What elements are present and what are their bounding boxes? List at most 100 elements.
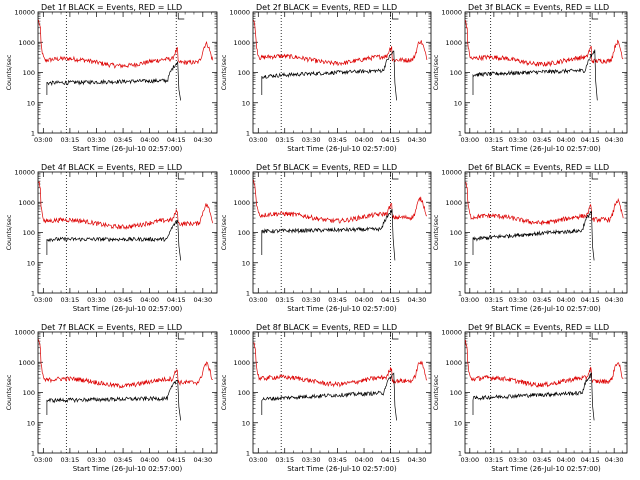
marker-bracket <box>177 173 185 180</box>
y-axis-label: Counts/sec <box>432 374 440 410</box>
marker-bracket <box>591 173 599 180</box>
panel-title: Det 6f BLACK = Events, RED = LLD <box>468 163 609 172</box>
y-tick-label: 10 <box>242 419 250 427</box>
series-black-events <box>46 380 182 421</box>
series-black-events <box>46 60 182 101</box>
x-tick-label: 03:30 <box>87 456 106 464</box>
x-tick-label: 03:45 <box>328 136 347 144</box>
y-axis-label: Counts/sec <box>5 374 13 410</box>
x-tick-label: 03:00 <box>249 136 268 144</box>
series-red-lld <box>38 180 214 230</box>
x-tick-label: 03:15 <box>485 456 504 464</box>
x-tick-label: 03:45 <box>533 296 552 304</box>
y-tick-label: 10000 <box>441 9 462 17</box>
x-tick-label: 04:15 <box>581 456 600 464</box>
y-tick-label: 1000 <box>18 39 35 47</box>
y-tick-label: 10 <box>27 419 35 427</box>
x-tick-label: 04:30 <box>193 456 212 464</box>
plot-panel-1: Det 1f BLACK = Events, RED = LLD Counts/s… <box>5 3 218 153</box>
x-tick-label: 03:45 <box>114 456 133 464</box>
y-tick-label: 10000 <box>14 9 35 17</box>
x-tick-label: 04:15 <box>167 456 186 464</box>
marker-bracket <box>392 173 399 180</box>
y-tick-label: 10000 <box>229 329 250 337</box>
x-tick-label: 03:00 <box>34 296 53 304</box>
y-tick-label: 1000 <box>233 39 250 47</box>
x-axis-label: Start Time (26-Jul-10 02:57:00) <box>73 465 183 473</box>
plot-frame <box>37 171 218 294</box>
x-tick-label: 04:30 <box>408 296 427 304</box>
y-axis-label: Counts/sec <box>220 214 228 250</box>
series-black-events <box>261 372 397 421</box>
x-axis-label: Start Time (26-Jul-10 02:57:00) <box>287 465 397 473</box>
panel-title: Det 8f BLACK = Events, RED = LLD <box>256 323 397 332</box>
marker-bracket <box>177 13 185 20</box>
y-axis-label: Counts/sec <box>432 54 440 90</box>
y-tick-label: 1000 <box>445 199 462 207</box>
x-tick-label: 03:15 <box>61 456 80 464</box>
y-tick-label: 1000 <box>445 39 462 47</box>
x-axis-label: Start Time (26-Jul-10 02:57:00) <box>491 305 601 313</box>
series-black-events <box>261 50 397 101</box>
x-tick-label: 03:45 <box>328 456 347 464</box>
x-tick-label: 03:30 <box>302 296 321 304</box>
plot-panel-9: Det 9f BLACK = Events, RED = LLD Counts/s… <box>432 323 628 473</box>
x-tick-label: 03:30 <box>509 456 528 464</box>
x-tick-label: 04:00 <box>355 456 374 464</box>
x-tick-label: 04:00 <box>355 296 374 304</box>
plot-frame <box>464 331 628 454</box>
y-tick-label: 10 <box>454 259 462 267</box>
plot-frame <box>464 11 628 134</box>
panel-title: Det 4f BLACK = Events, RED = LLD <box>41 163 182 172</box>
x-axis-label: Start Time (26-Jul-10 02:57:00) <box>73 305 183 313</box>
y-tick-label: 10000 <box>229 9 250 17</box>
panel-title: Det 7f BLACK = Events, RED = LLD <box>41 323 182 332</box>
x-tick-label: 04:00 <box>557 296 576 304</box>
series-red-lld <box>465 181 624 226</box>
y-tick-label: 10000 <box>441 329 462 337</box>
plot-panel-2: Det 2f BLACK = Events, RED = LLD Counts/s… <box>220 3 432 153</box>
y-tick-label: 10 <box>454 99 462 107</box>
x-tick-label: 03:15 <box>61 136 80 144</box>
y-tick-label: 10 <box>27 99 35 107</box>
x-tick-label: 04:00 <box>557 456 576 464</box>
y-tick-label: 100 <box>238 69 250 77</box>
y-tick-label: 100 <box>238 229 250 237</box>
x-tick-label: 04:15 <box>381 296 400 304</box>
plot-panel-7: Det 7f BLACK = Events, RED = LLD Counts/s… <box>5 323 218 473</box>
x-tick-label: 04:15 <box>581 296 600 304</box>
series-red-lld <box>465 20 624 68</box>
y-tick-label: 10000 <box>441 169 462 177</box>
y-tick-label: 1 <box>31 450 35 458</box>
x-tick-label: 03:00 <box>460 456 479 464</box>
x-tick-label: 04:15 <box>167 296 186 304</box>
x-tick-label: 03:00 <box>34 136 53 144</box>
y-tick-label: 1 <box>31 130 35 138</box>
y-axis-label: Counts/sec <box>432 214 440 250</box>
y-tick-label: 100 <box>450 389 462 397</box>
x-tick-label: 04:30 <box>605 456 624 464</box>
x-tick-label: 04:30 <box>193 136 212 144</box>
y-axis-label: Counts/sec <box>220 374 228 410</box>
x-tick-label: 04:30 <box>408 136 427 144</box>
marker-bracket <box>392 13 399 20</box>
x-tick-label: 03:15 <box>485 136 504 144</box>
x-tick-label: 03:45 <box>533 456 552 464</box>
x-tick-label: 03:00 <box>34 456 53 464</box>
y-axis-label: Counts/sec <box>5 54 13 90</box>
x-tick-label: 03:45 <box>328 296 347 304</box>
y-tick-label: 1000 <box>18 359 35 367</box>
y-tick-label: 10 <box>242 259 250 267</box>
x-tick-label: 03:30 <box>509 136 528 144</box>
x-tick-label: 04:00 <box>355 136 374 144</box>
x-tick-label: 03:15 <box>275 456 294 464</box>
y-axis-label: Counts/sec <box>5 214 13 250</box>
y-tick-label: 100 <box>450 229 462 237</box>
x-tick-label: 03:15 <box>485 296 504 304</box>
x-tick-label: 04:15 <box>381 136 400 144</box>
x-tick-label: 03:30 <box>509 296 528 304</box>
panel-title: Det 9f BLACK = Events, RED = LLD <box>468 323 609 332</box>
series-black-events <box>472 372 595 421</box>
y-tick-label: 1000 <box>18 199 35 207</box>
plot-frame <box>37 11 218 134</box>
